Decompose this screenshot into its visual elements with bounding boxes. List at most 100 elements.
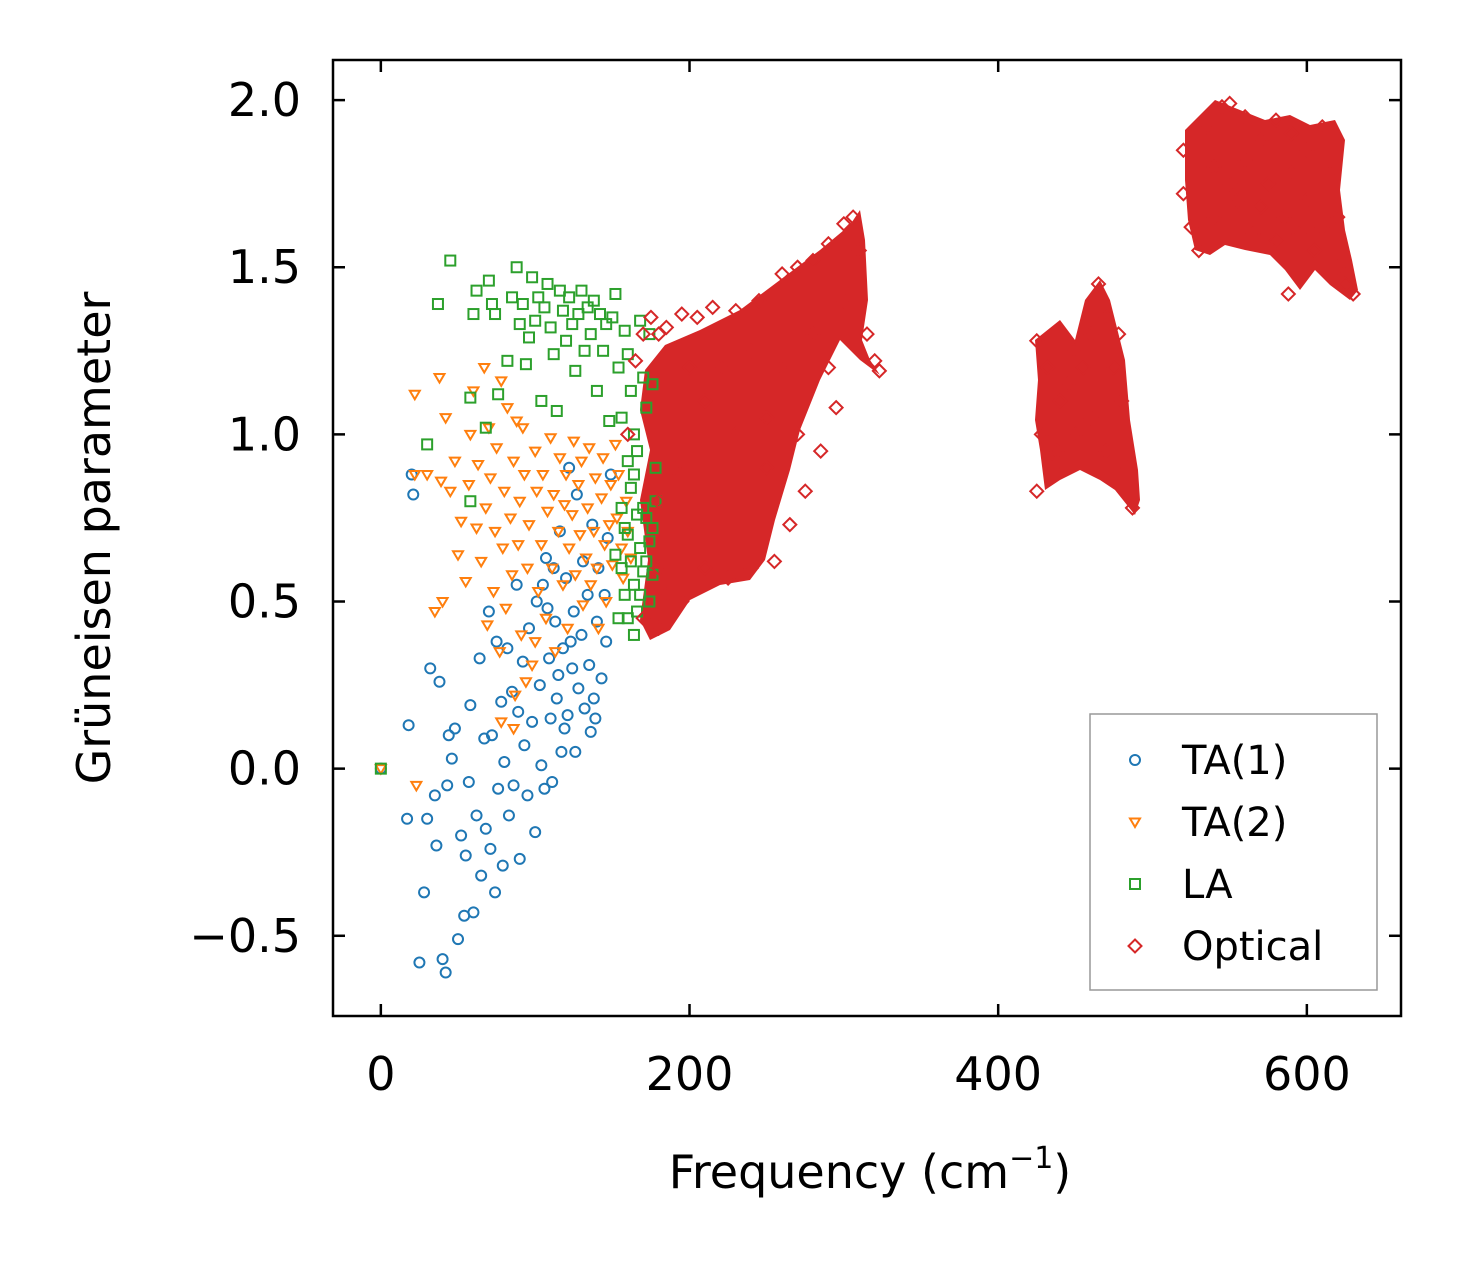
data-point (408, 389, 422, 402)
data-point (555, 745, 568, 758)
data-point (1306, 242, 1323, 259)
data-point (433, 675, 446, 688)
data-point (666, 459, 682, 476)
data-point (442, 729, 455, 742)
data-point (1291, 225, 1308, 242)
optical-cluster-high (1185, 100, 1358, 300)
data-point (553, 284, 566, 297)
data-point (436, 953, 449, 966)
data-point (1075, 359, 1091, 376)
data-point (595, 672, 608, 685)
data-point (820, 235, 837, 252)
data-point (507, 779, 520, 792)
data-point (634, 314, 647, 327)
data-point (401, 812, 414, 825)
data-point (432, 373, 447, 385)
legend-marker (1127, 938, 1143, 954)
data-point (418, 886, 431, 899)
data-point (621, 528, 634, 541)
data-point (485, 298, 498, 311)
data-point (1067, 342, 1084, 359)
data-point (435, 597, 450, 609)
data-point (1082, 409, 1099, 426)
data-point (1337, 276, 1354, 292)
data-point (615, 562, 628, 575)
data-point (448, 722, 461, 735)
legend-item: Optical (1127, 924, 1323, 970)
data-point (1322, 165, 1338, 182)
data-point (627, 468, 640, 481)
data-point (518, 739, 531, 752)
data-point (634, 588, 647, 601)
data-point (549, 615, 562, 628)
data-point (727, 302, 744, 319)
data-point (1198, 118, 1215, 135)
data-point (463, 429, 478, 442)
data-point (627, 428, 640, 441)
data-point (578, 344, 591, 357)
series-optical (619, 95, 1362, 637)
data-point (522, 520, 536, 532)
x-tick-label: 200 (646, 1047, 734, 1101)
legend: TA(1) TA(2) LA Optical (1089, 713, 1378, 991)
data-point (1237, 108, 1254, 125)
legend-item: TA(1) (1129, 738, 1287, 784)
data-point (556, 304, 569, 317)
data-point (611, 469, 626, 482)
data-point (727, 426, 744, 443)
data-point (567, 605, 580, 618)
data-point (615, 411, 628, 424)
data-point (1124, 500, 1141, 516)
data-point (510, 578, 523, 591)
plot-frame (331, 58, 1403, 1018)
data-point (597, 540, 612, 552)
data-point (859, 326, 875, 343)
data-point (851, 242, 868, 259)
optical-dense-region (640, 100, 1358, 640)
data-point (637, 371, 650, 384)
data-point (462, 776, 475, 789)
data-point (569, 364, 582, 377)
data-point (1119, 459, 1136, 476)
data-point (1106, 359, 1122, 376)
data-point (550, 692, 563, 705)
data-point (492, 388, 505, 401)
data-point (526, 715, 539, 728)
data-point (525, 660, 539, 672)
data-point (452, 933, 465, 946)
data-point (489, 886, 502, 899)
data-point (492, 782, 505, 795)
data-point (681, 359, 698, 376)
data-point (484, 842, 497, 855)
data-point (1275, 209, 1292, 226)
data-point (565, 510, 579, 522)
y-tick-label: 2.0 (228, 73, 301, 127)
data-point (1206, 159, 1223, 175)
data-point (1183, 219, 1200, 236)
data-point (529, 486, 544, 499)
data-point (1098, 443, 1115, 460)
data-point (500, 403, 515, 415)
optical-cluster-mid (1035, 280, 1140, 515)
data-point (789, 426, 806, 443)
data-point (530, 595, 543, 608)
data-point (560, 623, 575, 636)
data-point (649, 495, 662, 508)
data-point (594, 308, 606, 321)
data-point (531, 586, 546, 599)
data-point (543, 652, 556, 665)
data-point (583, 659, 596, 672)
data-point (587, 294, 600, 307)
data-point (568, 570, 583, 582)
y-tick-label: −0.5 (189, 909, 301, 963)
data-point (1039, 359, 1056, 376)
data-point (1028, 483, 1045, 500)
data-point (637, 501, 650, 514)
data-point (635, 326, 652, 343)
data-point (643, 595, 656, 608)
data-point (523, 622, 536, 635)
data-point (781, 516, 798, 533)
data-point (533, 679, 546, 692)
data-point (506, 291, 519, 304)
data-point (539, 552, 552, 565)
